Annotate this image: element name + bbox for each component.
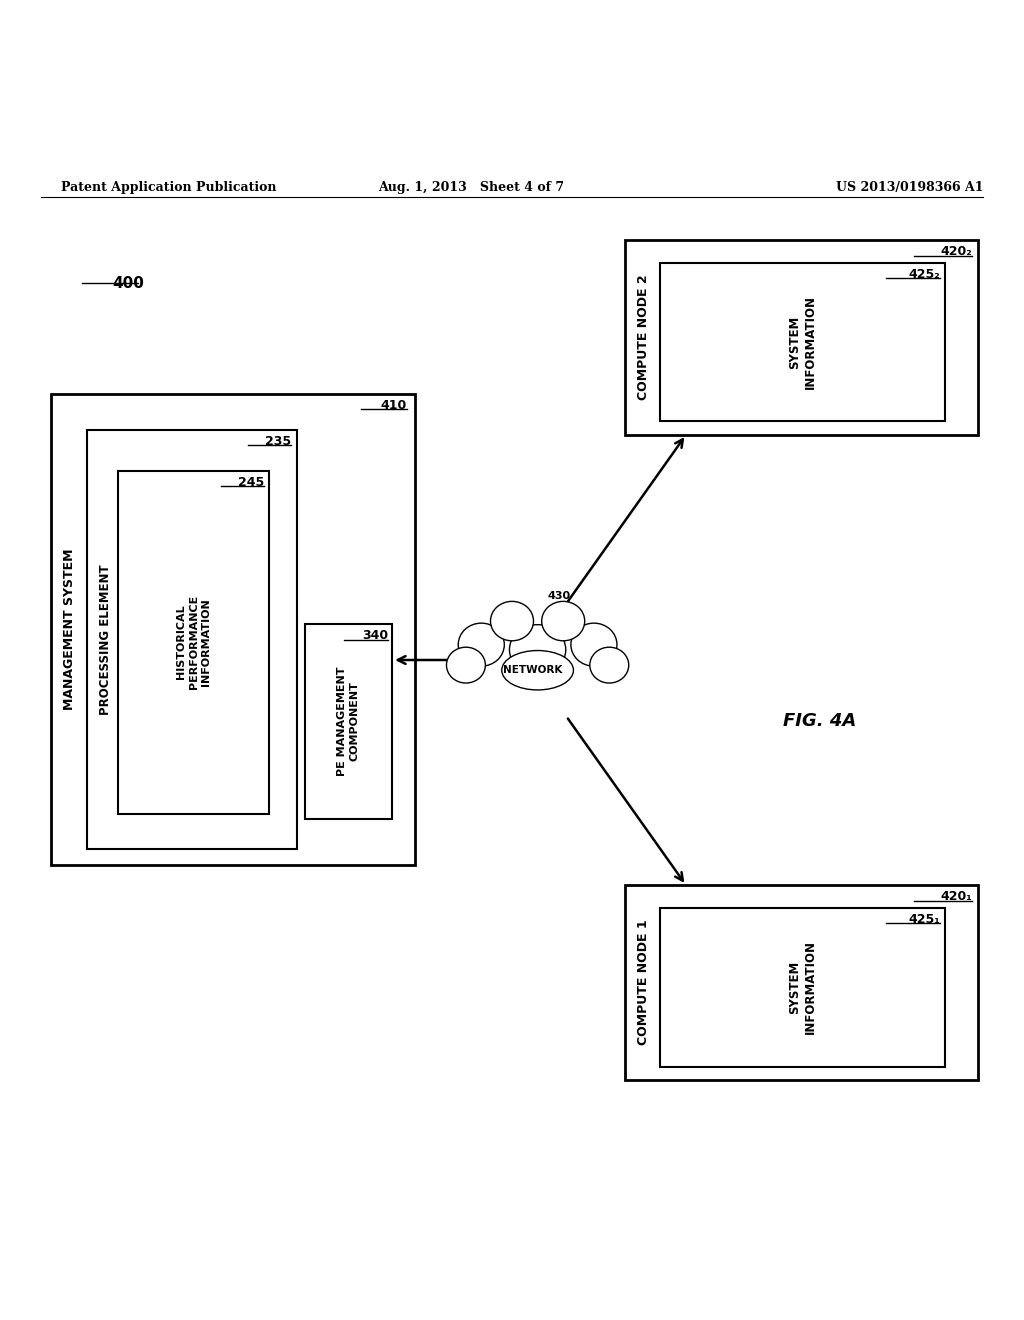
Ellipse shape (571, 623, 616, 667)
FancyBboxPatch shape (305, 624, 392, 818)
Text: 430: 430 (548, 590, 571, 601)
FancyBboxPatch shape (625, 886, 978, 1080)
Ellipse shape (502, 651, 573, 690)
Ellipse shape (490, 602, 534, 640)
Ellipse shape (446, 647, 485, 682)
Ellipse shape (459, 623, 505, 667)
Text: COMPUTE NODE 2: COMPUTE NODE 2 (637, 275, 649, 400)
Text: SYSTEM
INFORMATION: SYSTEM INFORMATION (788, 296, 817, 389)
Text: 420₂: 420₂ (940, 246, 972, 259)
Text: NETWORK: NETWORK (503, 665, 562, 676)
Ellipse shape (510, 624, 565, 675)
Text: MANAGEMENT SYSTEM: MANAGEMENT SYSTEM (63, 549, 76, 710)
Ellipse shape (590, 647, 629, 682)
Text: SYSTEM
INFORMATION: SYSTEM INFORMATION (788, 940, 817, 1034)
Text: US 2013/0198366 A1: US 2013/0198366 A1 (836, 181, 983, 194)
Text: 235: 235 (264, 434, 291, 447)
Text: 340: 340 (361, 630, 388, 643)
FancyBboxPatch shape (625, 240, 978, 434)
Text: 425₁: 425₁ (908, 913, 940, 925)
FancyBboxPatch shape (51, 393, 415, 865)
Text: Aug. 1, 2013   Sheet 4 of 7: Aug. 1, 2013 Sheet 4 of 7 (378, 181, 564, 194)
Text: 400: 400 (113, 276, 144, 290)
FancyBboxPatch shape (118, 470, 269, 813)
Text: PROCESSING ELEMENT: PROCESSING ELEMENT (99, 564, 112, 715)
Text: 425₂: 425₂ (908, 268, 940, 281)
Ellipse shape (542, 602, 585, 640)
Text: 420₁: 420₁ (940, 891, 972, 903)
Text: HISTORICAL
PERFORMANCE
INFORMATION: HISTORICAL PERFORMANCE INFORMATION (176, 595, 211, 689)
FancyBboxPatch shape (660, 263, 945, 421)
Text: FIG. 4A: FIG. 4A (782, 713, 856, 730)
Text: 410: 410 (380, 399, 407, 412)
FancyBboxPatch shape (87, 429, 297, 850)
Text: COMPUTE NODE 1: COMPUTE NODE 1 (637, 920, 649, 1045)
Text: 245: 245 (238, 475, 264, 488)
Text: Patent Application Publication: Patent Application Publication (61, 181, 276, 194)
Text: PE MANAGEMENT
COMPONENT: PE MANAGEMENT COMPONENT (338, 667, 359, 776)
FancyBboxPatch shape (660, 908, 945, 1067)
